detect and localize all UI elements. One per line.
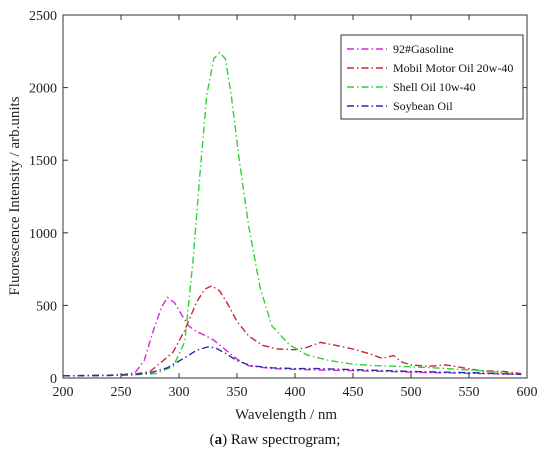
y-tick-label: 0	[50, 372, 57, 387]
legend-box	[340, 34, 524, 120]
ticks-layer: 200 250 300 350 400 450 500 550 600 0 500 1000 1500 2…	[29, 9, 538, 400]
series-line	[62, 346, 522, 377]
y-tick-label: 2000	[29, 82, 57, 97]
y-tick-label: 500	[36, 299, 57, 314]
series-line	[62, 296, 522, 377]
legend-label: Shell Oil 10w-40	[393, 80, 476, 94]
legend: 92#Gasoline Mobil Motor Oil 20w-40 Shell O…	[340, 34, 524, 120]
series-line	[62, 51, 522, 377]
x-tick-label: 600	[517, 385, 538, 400]
chart: 200 250 300 350 400 450 500 550 600 0 500 1000 1500 2…	[7, 9, 538, 423]
caption-open: (	[209, 432, 215, 448]
x-tick-label: 450	[343, 385, 364, 400]
y-tick-label: 1000	[29, 227, 57, 242]
y-tick-label: 1500	[29, 154, 57, 169]
legend-label: 92#Gasoline	[393, 42, 454, 56]
series-line	[62, 284, 522, 377]
x-tick-label: 300	[169, 385, 190, 400]
caption-letter: a	[214, 432, 223, 448]
legend-label: Soybean Oil	[393, 99, 453, 113]
x-tick-label: 550	[459, 385, 480, 400]
figure-caption: (a) Raw spectrogram;	[0, 432, 550, 449]
series-layer	[62, 51, 522, 377]
y-tick-label: 2500	[29, 9, 57, 24]
x-tick-label: 350	[227, 385, 248, 400]
x-tick-label: 250	[111, 385, 132, 400]
legend-label: Mobil Motor Oil 20w-40	[393, 61, 513, 75]
x-tick-label: 200	[53, 385, 74, 400]
y-axis-title: Fluorescence Intensity / arb.units	[7, 96, 23, 295]
x-tick-label: 400	[285, 385, 306, 400]
caption-text: ) Raw spectrogram;	[222, 432, 341, 448]
x-tick-label: 500	[401, 385, 422, 400]
x-axis-title: Wavelength / nm	[235, 407, 337, 423]
